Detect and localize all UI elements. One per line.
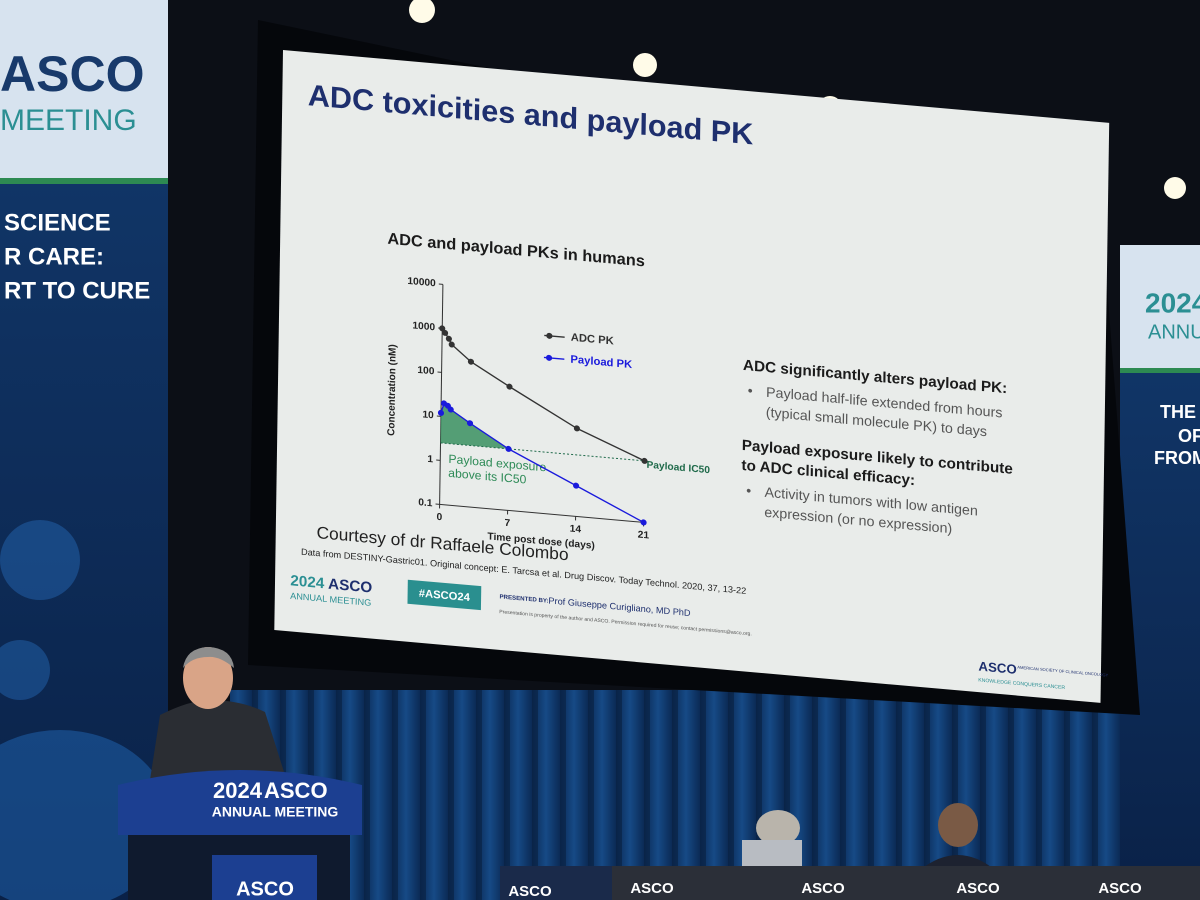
podium-base-logo: ASCO [236, 878, 294, 900]
legend-marker [545, 354, 553, 361]
hashtag-box [407, 579, 482, 611]
society: ASCO [978, 659, 1016, 677]
data-point [437, 409, 445, 416]
data-point [445, 335, 452, 342]
data-point [641, 457, 648, 464]
data-point [640, 519, 647, 526]
bullet-symbol: • [746, 483, 751, 499]
banner-stripe [1120, 368, 1200, 373]
exposure-label: above its IC50 [448, 466, 527, 487]
podium-top [118, 770, 362, 835]
banner-line: OF [1178, 426, 1200, 446]
banner-header [1120, 245, 1200, 370]
x-axis [439, 503, 644, 523]
podium-plate [212, 855, 317, 900]
table-sign: ASCO [508, 883, 552, 900]
data-point [466, 420, 474, 427]
banner-line: RT TO CURE [4, 277, 150, 304]
hashtag: #ASCO24 [419, 588, 471, 604]
legend-marker [546, 332, 553, 339]
slide: ADC toxicities and payload PK ADC and pa… [274, 50, 1110, 703]
x-tick-label: 7 [504, 518, 510, 529]
x-tick-label: 21 [638, 530, 650, 542]
banner-brand: ASCO [0, 46, 144, 102]
table-sign: ASCO [956, 880, 1000, 897]
banner-line: FROM C [1154, 448, 1200, 468]
footer-logo-year: 2024 [290, 572, 325, 592]
speaker-jacket [150, 700, 285, 780]
stage-light [633, 53, 657, 77]
y-tick-label: 100 [417, 365, 435, 377]
table-sign: ASCO [801, 880, 845, 897]
podium-brand: ASCO [264, 778, 328, 803]
podium-event: ANNUAL MEETING [212, 804, 339, 820]
reference-line [440, 442, 645, 462]
curtain [230, 690, 1150, 900]
podium-year: 2024 [213, 778, 263, 803]
banner-line: SCIENCE [4, 209, 111, 236]
right-banner: 2024 ANNUAL THE A OF FROM C [1120, 245, 1200, 900]
banner-header [0, 0, 168, 180]
data-point [439, 325, 446, 332]
banner-line: THE A [1160, 402, 1200, 422]
left-banner: ASCO MEETING SCIENCE R CARE: RT TO CURE [0, 0, 170, 900]
data-point [442, 329, 449, 336]
data-point [505, 445, 512, 452]
legend-label: Payload PK [570, 354, 632, 371]
y-tick-label: 10 [422, 410, 434, 422]
panel-table: ASCO ASCO ASCO ASCO ASCO [500, 803, 1200, 900]
data-point [467, 358, 474, 365]
x-tick-label: 14 [570, 524, 582, 536]
y-axis-label: Concentration (nM) [386, 344, 398, 437]
banner-stripe [0, 178, 168, 184]
data-point [448, 341, 455, 348]
y-tick-label: 10000 [407, 276, 436, 289]
presented-by: PRESENTED BY: [499, 594, 548, 604]
data-point [506, 383, 513, 390]
legend-label: ADC PK [571, 332, 614, 348]
stage-light [409, 0, 435, 23]
table-skirt [612, 866, 1200, 900]
panelist-head [756, 810, 800, 846]
x-tick-label: 0 [436, 512, 442, 523]
stage-light [1164, 177, 1186, 199]
banner-glow [0, 640, 50, 700]
banner-event: MEETING [0, 104, 137, 137]
banner-line: R CARE: [4, 243, 104, 270]
banner-event: ANNUAL [1148, 321, 1200, 343]
table-sign: ASCO [1098, 880, 1142, 897]
speaker-head [183, 647, 233, 709]
data-point [573, 482, 580, 489]
data-point [447, 406, 454, 413]
data-point [573, 425, 580, 432]
bullet-symbol: • [748, 383, 753, 399]
banner-glow [0, 520, 80, 600]
y-axis [439, 284, 444, 505]
reference-label: Payload IC50 [646, 460, 710, 476]
podium: 2024 ASCO ANNUAL MEETING ASCO [118, 770, 362, 900]
banner-globe [0, 730, 170, 900]
speaker [150, 647, 285, 780]
y-tick-label: 1000 [412, 321, 435, 334]
speaker-hair [183, 647, 234, 668]
y-tick-label: 1 [427, 454, 433, 465]
panelist-head [938, 803, 978, 847]
table-sign: ASCO [630, 880, 674, 897]
slide-background [274, 50, 1110, 703]
banner-year: 2024 [1145, 287, 1200, 318]
laptop [742, 840, 802, 870]
y-tick-label: 0.1 [418, 497, 433, 509]
footer-logo-brand: ASCO [328, 576, 373, 597]
